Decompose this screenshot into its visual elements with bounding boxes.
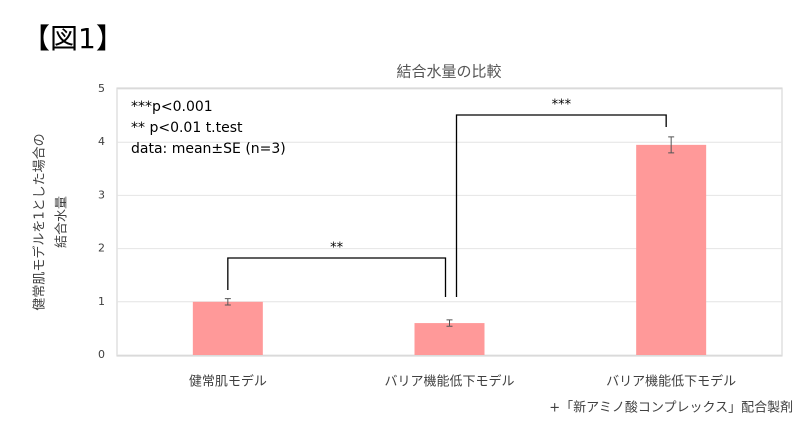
y-tick-label: 3 — [98, 188, 105, 201]
significance-bracket — [227, 257, 447, 297]
significance-label: *** — [552, 98, 572, 113]
y-tick-label: 2 — [98, 242, 105, 255]
chart-title: 結合水量の比較 — [396, 63, 501, 81]
annotation: ** p<0.01 t.test — [131, 120, 243, 136]
y-tick-label: 4 — [98, 135, 105, 148]
significance-bracket — [455, 114, 667, 297]
error-bar — [668, 136, 675, 154]
y-tick-label: 0 — [98, 348, 105, 361]
y-axis-label: 健常肌モデルを1とした場合の — [32, 133, 48, 310]
y-axis-label: 結合水量 — [55, 196, 70, 248]
plot-area — [116, 87, 783, 357]
bar — [192, 301, 263, 355]
x-tick-label: バリア機能低下モデル — [606, 374, 736, 390]
bar — [414, 323, 485, 355]
figure-label: 【図1】 — [22, 22, 124, 55]
y-tick-label: 5 — [98, 82, 105, 95]
significance-label: ** — [330, 241, 344, 256]
annotation: data: mean±SE (n=3) — [131, 141, 286, 157]
x-tick-label: 健常肌モデル — [189, 374, 267, 390]
annotation: ***p<0.001 — [131, 99, 213, 115]
error-bar — [224, 298, 231, 306]
y-tick-label: 1 — [98, 295, 105, 308]
x-tick-label: +「新アミノ酸コンプレックス」配合製剤 — [549, 400, 793, 416]
error-bar — [446, 319, 453, 327]
bar — [636, 144, 707, 355]
x-tick-label: バリア機能低下モデル — [384, 374, 514, 390]
